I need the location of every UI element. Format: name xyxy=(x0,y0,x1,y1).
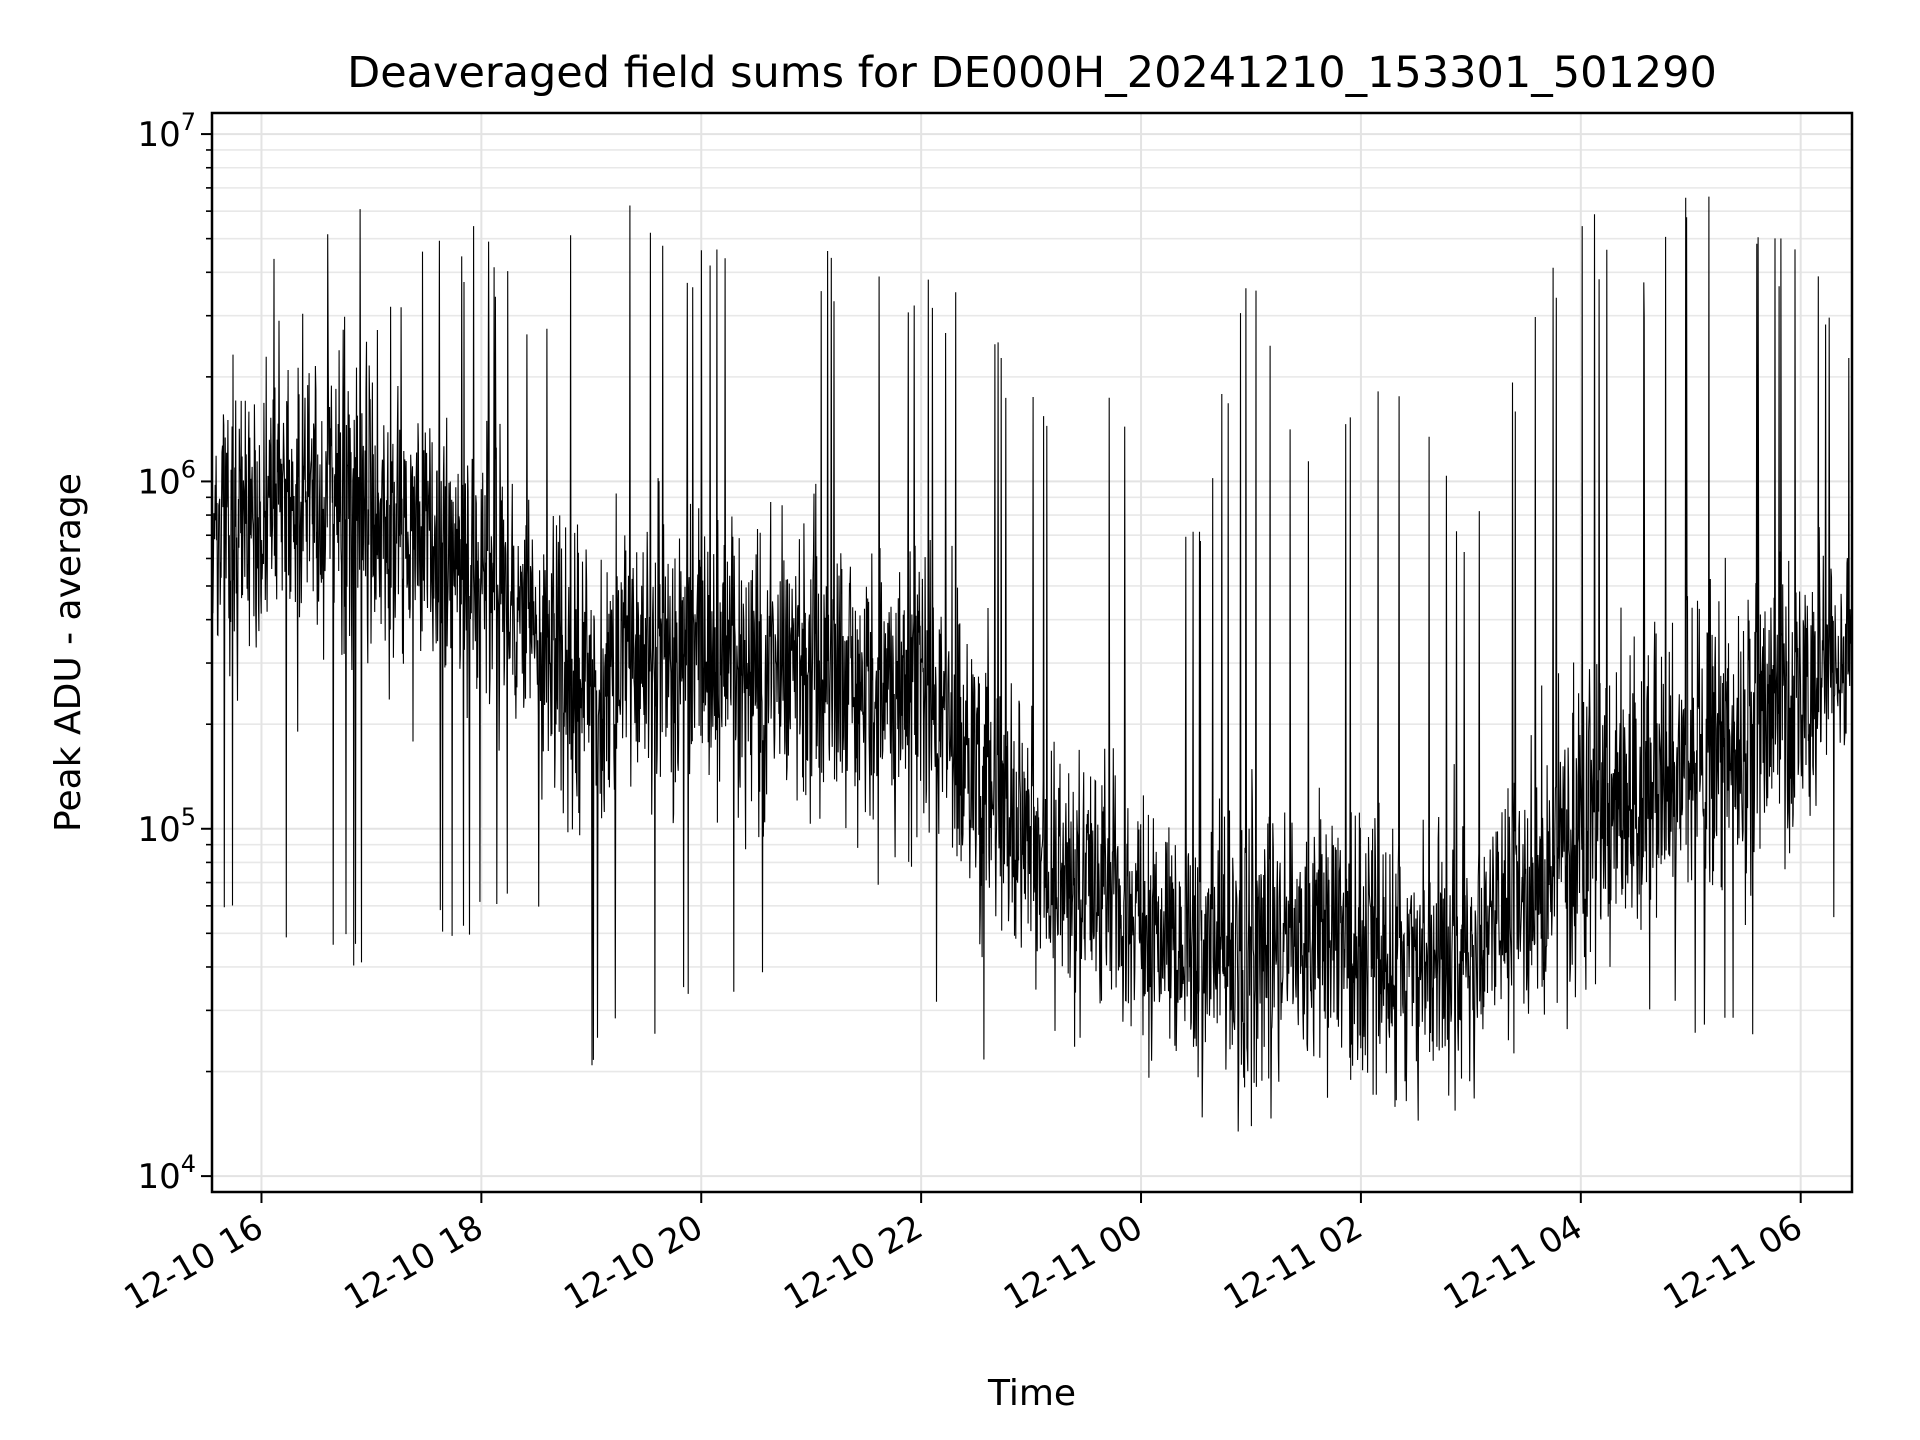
chart-title: Deaveraged field sums for DE000H_2024121… xyxy=(347,48,1717,98)
y-tick-label: 105 xyxy=(137,803,196,850)
plot-frame xyxy=(210,111,1854,1194)
y-tick-label-exponent: 7 xyxy=(181,108,196,136)
y-tick-label: 104 xyxy=(137,1150,196,1197)
y-tick-label-exponent: 6 xyxy=(181,455,196,483)
y-tick-label-base: 10 xyxy=(137,1157,180,1197)
y-tick-label-base: 10 xyxy=(137,115,180,155)
y-tick-label-exponent: 5 xyxy=(181,803,196,831)
y-tick-label-exponent: 4 xyxy=(181,1150,196,1178)
y-tick-label-base: 10 xyxy=(137,810,180,850)
y-tick-label: 106 xyxy=(137,455,196,502)
y-axis-label: Peak ADU - average xyxy=(48,473,89,832)
series-line xyxy=(211,196,1853,1132)
x-axis-label: Time xyxy=(987,1373,1076,1414)
y-tick-label-base: 10 xyxy=(137,462,180,502)
data-series xyxy=(211,196,1853,1132)
y-tick-label: 107 xyxy=(137,108,196,155)
grid xyxy=(212,113,1852,1192)
